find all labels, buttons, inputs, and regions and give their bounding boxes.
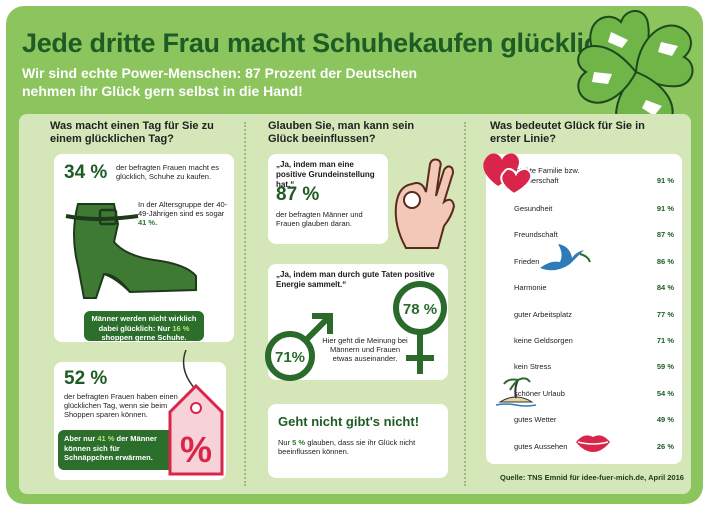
men-shoe-box: Männer werden nicht wirklich dabei glück… xyxy=(84,311,204,342)
ranking-card: intakte Familie bzw. Partnerschaft 91 % G… xyxy=(486,154,682,464)
list-item: keine Geldsorgen 71 % xyxy=(514,336,674,345)
female-symbol-icon: 78 % xyxy=(393,281,447,374)
hearts-icon xyxy=(483,153,533,196)
column-divider xyxy=(244,122,246,486)
attitude-text: der befragten Männer und Frauen glauben … xyxy=(276,210,363,228)
ok-hand-icon xyxy=(394,158,456,249)
list-item: gutes Aussehen 26 % xyxy=(514,442,674,451)
list-item: intakte Familie bzw. xyxy=(514,166,580,175)
lips-icon xyxy=(576,435,610,452)
attitude-pct: 87 % xyxy=(276,184,320,205)
list-item: schöner Urlaub 54 % xyxy=(514,389,674,398)
good-deeds-quote: „Ja, indem man durch gute Taten positive… xyxy=(276,270,435,289)
list-item: Gesundheit 91 % xyxy=(514,204,674,213)
page-subtitle: Wir sind echte Power-Menschen: 87 Prozen… xyxy=(22,65,418,99)
question-influence: Glauben Sie, man kann sein Glück beeinfl… xyxy=(268,120,415,145)
list-item: gutes Wetter 49 % xyxy=(514,415,674,424)
shoe-icon xyxy=(65,203,197,299)
shopping-pct: 52 % xyxy=(64,368,108,389)
ranking-list: intakte Familie bzw. Partnerschaft 91 % G… xyxy=(514,166,674,458)
impossible-card: Geht nicht gibt's nicht! Nur 5 % glauben… xyxy=(268,404,448,478)
attitude-quote: „Ja, indem man eine positive Grundeinste… xyxy=(276,160,375,189)
source-note: Quelle: TNS Emnid für idee-fuer-mich.de,… xyxy=(500,473,684,482)
attitude-card: „Ja, indem man eine positive Grundeinste… xyxy=(268,154,388,244)
shoe-card: 34 % der befragten Frauen macht es glück… xyxy=(54,154,234,342)
column-divider xyxy=(464,122,466,486)
impossible-headline: Geht nicht gibt's nicht! xyxy=(278,414,420,429)
clover-icon xyxy=(577,10,694,152)
infographic-frame: Jede dritte Frau macht Schuhekaufen glüc… xyxy=(6,6,703,504)
male-symbol-icon: 71% xyxy=(265,313,333,381)
list-item: Frieden 86 % xyxy=(514,257,674,266)
list-item: guter Arbeitsplatz 77 % xyxy=(514,310,674,319)
male-pct: 71% xyxy=(275,349,305,366)
question-happy-day: Was macht einen Tag für Sie zu einem glü… xyxy=(50,120,214,145)
shoe-text: der befragten Frauen macht es glücklich,… xyxy=(116,163,219,181)
tag-percent: % xyxy=(180,429,212,470)
age-text: In der Altersgruppe der 40-49-Jährigen s… xyxy=(138,200,228,227)
price-tag-icon: % xyxy=(168,350,224,476)
impossible-text: Nur 5 % glauben, dass sie ihr Glück nich… xyxy=(278,438,416,456)
list-item: kein Stress 59 % xyxy=(514,362,674,371)
list-item: Partnerschaft 91 % xyxy=(514,176,674,185)
island-icon xyxy=(496,377,536,407)
good-deeds-text: Hier geht die Meinung bei Männern und Fr… xyxy=(322,336,408,363)
question-meaning: Was bedeutet Glück für Sie in erster Lin… xyxy=(490,120,645,145)
dove-icon xyxy=(540,244,591,271)
list-item: Harmonie 84 % xyxy=(514,283,674,292)
men-bargain-box: Aber nur 41 % der Männer können sich für… xyxy=(58,430,176,470)
page-title: Jede dritte Frau macht Schuhekaufen glüc… xyxy=(22,28,615,58)
shoe-pct: 34 % xyxy=(64,162,108,183)
female-pct: 78 % xyxy=(403,301,437,318)
shopping-text: der befragten Frauen haben einen glückli… xyxy=(64,392,178,419)
list-item: Freundschaft 87 % xyxy=(514,230,674,239)
